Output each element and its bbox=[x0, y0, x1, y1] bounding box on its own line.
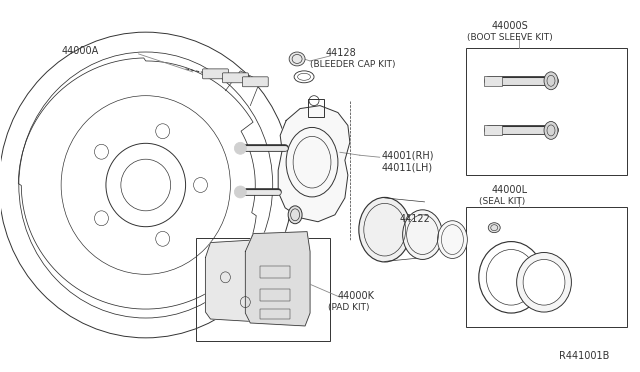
Polygon shape bbox=[245, 232, 310, 326]
Text: 44128: 44128 bbox=[326, 48, 356, 58]
Circle shape bbox=[234, 142, 246, 154]
Ellipse shape bbox=[289, 52, 305, 66]
Text: 44000S: 44000S bbox=[492, 21, 528, 31]
Text: 44011(LH): 44011(LH) bbox=[381, 162, 433, 172]
Ellipse shape bbox=[403, 210, 442, 259]
Polygon shape bbox=[205, 240, 265, 322]
FancyBboxPatch shape bbox=[243, 77, 268, 87]
Bar bbox=[260, 309, 290, 319]
Circle shape bbox=[234, 186, 246, 198]
Ellipse shape bbox=[359, 198, 411, 262]
Text: R441001B: R441001B bbox=[559, 351, 609, 361]
Text: (SEAL KIT): (SEAL KIT) bbox=[479, 197, 525, 206]
Ellipse shape bbox=[488, 223, 500, 232]
Ellipse shape bbox=[516, 253, 572, 312]
Text: (PAD KIT): (PAD KIT) bbox=[328, 303, 369, 312]
Bar bbox=[484, 76, 502, 86]
Ellipse shape bbox=[544, 72, 558, 90]
Text: 44000L: 44000L bbox=[492, 185, 527, 195]
Text: (BOOT SLEEVE KIT): (BOOT SLEEVE KIT) bbox=[467, 33, 553, 42]
Bar bbox=[196, 238, 330, 341]
Text: (BLEEDER CAP KIT): (BLEEDER CAP KIT) bbox=[310, 60, 396, 69]
Bar bbox=[308, 99, 324, 116]
Bar bbox=[467, 207, 627, 327]
Bar bbox=[484, 125, 502, 135]
Text: 44122: 44122 bbox=[399, 214, 431, 224]
Text: 44001(RH): 44001(RH) bbox=[381, 150, 434, 160]
Ellipse shape bbox=[523, 259, 565, 305]
Bar bbox=[260, 289, 290, 301]
Bar bbox=[467, 48, 627, 175]
Bar bbox=[260, 266, 290, 278]
FancyBboxPatch shape bbox=[202, 69, 228, 79]
Ellipse shape bbox=[544, 122, 558, 140]
FancyBboxPatch shape bbox=[223, 73, 248, 83]
Ellipse shape bbox=[288, 206, 302, 224]
Ellipse shape bbox=[438, 221, 467, 259]
Text: 44000K: 44000K bbox=[338, 291, 375, 301]
Polygon shape bbox=[278, 106, 350, 222]
Text: 44000A: 44000A bbox=[61, 46, 99, 56]
